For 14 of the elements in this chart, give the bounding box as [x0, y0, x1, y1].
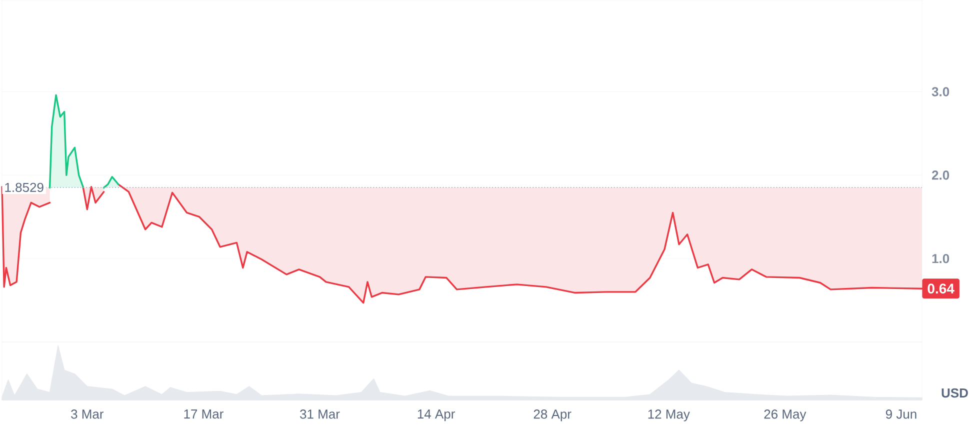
- y-tick-label: 1.0: [932, 254, 950, 264]
- x-tick-label: 9 Jun: [886, 410, 916, 419]
- x-tick-label: 28 Apr: [534, 410, 572, 422]
- x-tick-label: 3 Mar: [71, 410, 104, 419]
- x-tick-label: 26 May: [764, 410, 806, 422]
- x-tick-label: 31 Mar: [300, 410, 340, 419]
- y-tick-label: 2.0: [932, 170, 950, 180]
- ref-line-label: 1.8529: [5, 182, 44, 192]
- x-tick-label: 14 Apr: [418, 410, 455, 422]
- x-tick-label: 17 Mar: [184, 410, 224, 419]
- y-axis-title: USD: [942, 388, 968, 398]
- annotation: 0.64: [928, 284, 954, 294]
- x-tick-label: 12 May: [648, 410, 690, 422]
- y-tick-label: 3.0: [932, 87, 950, 96]
